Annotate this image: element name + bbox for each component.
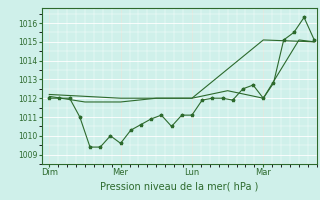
X-axis label: Pression niveau de la mer( hPa ): Pression niveau de la mer( hPa ) bbox=[100, 181, 258, 191]
